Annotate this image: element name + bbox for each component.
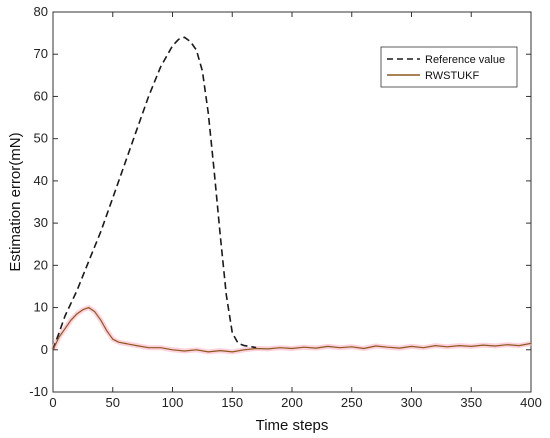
y-axis-label: Estimation error(mN) [7, 132, 24, 271]
x-tick-label: 350 [460, 395, 482, 410]
series-line-rwstukf [52, 307, 532, 353]
tick-layer: 0 50 100 150 200 250 300 350 400-100102030405060… [29, 4, 542, 410]
y-tick-label: 50 [34, 131, 48, 146]
x-axis-label: Time steps [256, 417, 329, 434]
x-tick-label: 200 [281, 395, 303, 410]
x-tick-label: 400 [520, 395, 542, 410]
legend: Reference value RWSTUKF [380, 46, 518, 88]
x-tick-label: 250 [341, 395, 363, 410]
y-tick-label: 70 [34, 46, 48, 61]
legend-box [380, 46, 518, 88]
x-tick-label: 50 [106, 395, 120, 410]
x-tick-label: 300 [401, 395, 423, 410]
y-tick-label: 40 [34, 173, 48, 188]
legend-label-rwstukf: RWSTUKF [425, 70, 479, 82]
legend-label-reference-value: Reference value [425, 54, 505, 66]
x-tick-label: 0 [49, 395, 56, 410]
y-tick-label: 60 [34, 88, 48, 103]
y-tick-label: 80 [34, 4, 48, 19]
y-tick-label: 10 [34, 300, 48, 315]
y-tick-label: 0 [41, 342, 48, 357]
x-tick-label: 100 [162, 395, 184, 410]
y-tick-label: 20 [34, 257, 48, 272]
series-layer [52, 36, 532, 353]
x-tick-label: 150 [221, 395, 243, 410]
series-line-reference-value [52, 36, 257, 351]
y-tick-label: 30 [34, 215, 48, 230]
y-tick-label: -10 [29, 384, 48, 399]
